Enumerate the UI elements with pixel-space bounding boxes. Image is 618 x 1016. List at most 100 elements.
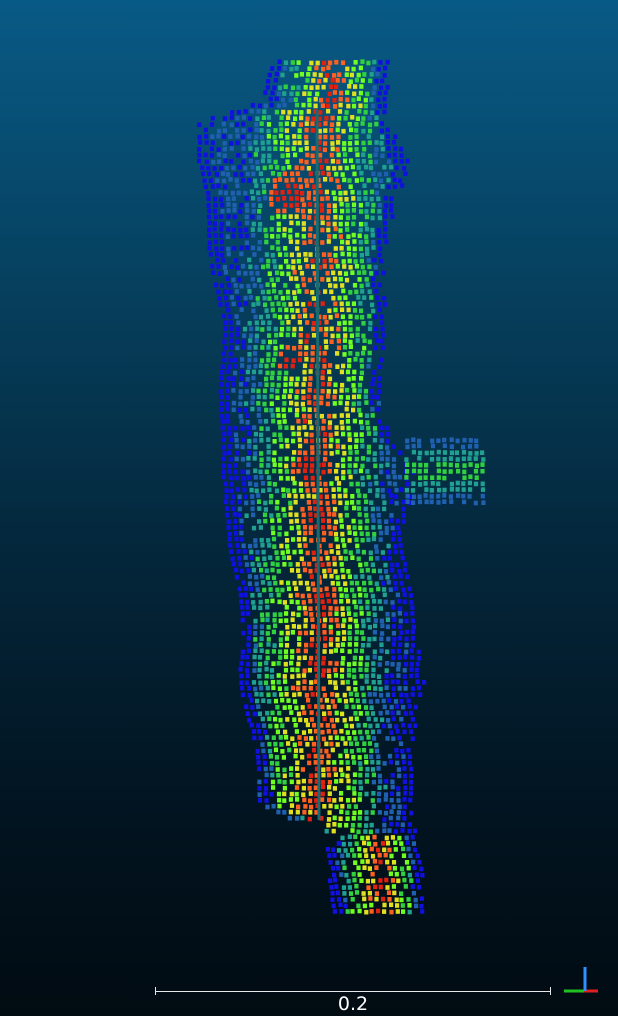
cloud-point (341, 259, 346, 264)
cloud-point (271, 418, 276, 424)
cloud-point (333, 246, 338, 251)
cloud-point (295, 171, 300, 176)
cloud-point (313, 109, 318, 114)
cloud-point (357, 233, 362, 239)
cloud-point (397, 474, 402, 480)
cloud-point (385, 692, 390, 698)
cloud-point (300, 191, 305, 196)
cloud-point (366, 841, 372, 847)
cloud-point (354, 438, 359, 443)
cloud-point (335, 147, 340, 152)
cloud-point (327, 234, 332, 239)
cloud-point (400, 748, 405, 754)
cloud-point (365, 859, 370, 864)
cloud-point (242, 549, 247, 554)
cloud-point (237, 512, 242, 518)
cloud-point (254, 488, 259, 494)
cloud-point (265, 426, 270, 432)
cloud-point (295, 773, 300, 778)
cloud-point (279, 580, 284, 585)
cloud-point (234, 289, 239, 294)
cloud-point (365, 91, 370, 97)
cloud-point (411, 449, 416, 455)
cloud-point (357, 797, 362, 802)
cloud-point (235, 115, 240, 121)
cloud-point (319, 723, 324, 728)
cloud-point (254, 147, 259, 152)
cloud-point (342, 344, 348, 350)
cloud-point (373, 314, 378, 320)
cloud-point (274, 295, 279, 300)
cloud-point (352, 505, 357, 511)
cloud-point (298, 351, 303, 357)
cloud-point (414, 673, 419, 678)
cloud-point (229, 488, 234, 494)
cloud-point (364, 791, 369, 797)
cloud-point (323, 456, 328, 462)
cloud-point (247, 289, 252, 294)
cloud-point (340, 648, 345, 653)
cloud-point (251, 375, 256, 381)
cloud-point (237, 506, 242, 512)
cloud-point (398, 618, 403, 624)
cloud-point (347, 432, 352, 437)
cloud-point (265, 735, 270, 740)
cloud-point (353, 84, 358, 89)
cloud-point (275, 562, 280, 567)
cloud-point (264, 308, 269, 313)
cloud-point (332, 877, 338, 883)
cloud-point (377, 680, 382, 685)
cloud-point (221, 178, 227, 184)
cloud-point (282, 91, 287, 96)
cloud-point (245, 413, 250, 418)
cloud-point (332, 798, 337, 803)
cloud-point (291, 265, 296, 270)
cloud-point (310, 357, 315, 363)
cloud-point (236, 320, 241, 326)
cloud-point (339, 524, 344, 529)
cloud-point (248, 264, 253, 270)
cloud-point (261, 115, 266, 120)
cloud-point (266, 289, 271, 295)
cloud-point (304, 127, 309, 133)
cloud-point (304, 339, 309, 344)
cloud-point (309, 468, 314, 474)
cloud-point (269, 668, 275, 673)
cloud-point (261, 153, 266, 159)
cloud-point (301, 785, 306, 791)
cloud-point (357, 108, 362, 114)
cloud-point (303, 804, 308, 809)
cloud-point (245, 245, 250, 250)
cloud-point (336, 152, 341, 158)
cloud-point (309, 642, 314, 648)
cloud-point (308, 512, 313, 517)
cloud-point (332, 512, 337, 517)
cloud-point (236, 549, 241, 554)
cloud-point (358, 221, 364, 227)
cloud-point (348, 79, 353, 84)
cloud-point (321, 673, 326, 678)
cloud-point (250, 400, 255, 405)
cloud-point (216, 183, 221, 189)
cloud-point (372, 457, 377, 462)
cloud-point (374, 896, 379, 902)
cloud-point (240, 685, 245, 691)
cloud-point (269, 401, 274, 406)
cloud-point (257, 519, 262, 524)
cloud-point (331, 487, 336, 492)
cloud-point (322, 358, 327, 363)
cloud-point (312, 271, 317, 276)
cloud-point (319, 816, 324, 821)
cloud-point (334, 804, 339, 810)
cloud-point (210, 115, 215, 121)
cloud-point (307, 277, 312, 283)
cloud-point (474, 451, 479, 456)
cloud-point (366, 537, 371, 543)
cloud-point (364, 674, 369, 679)
cloud-point (372, 531, 377, 537)
cloud-point (442, 443, 447, 449)
cloud-point (296, 673, 301, 679)
cloud-point (309, 804, 314, 810)
cloud-point (344, 197, 349, 202)
